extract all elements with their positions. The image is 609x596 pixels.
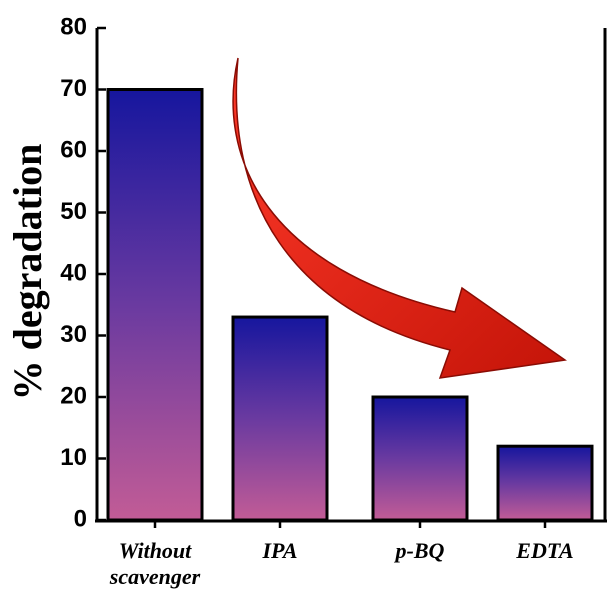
y-tick-label: 20	[60, 382, 87, 409]
y-tick-label: 60	[60, 136, 87, 163]
y-tick-label: 0	[74, 505, 87, 532]
y-tick-label: 80	[60, 13, 87, 40]
x-tick-label: Without scavenger	[109, 538, 201, 589]
y-tick-label: 10	[60, 444, 87, 471]
x-tick-label: EDTA	[516, 538, 574, 563]
trend-arrow	[232, 57, 567, 379]
bar	[371, 395, 469, 522]
bar	[231, 315, 329, 522]
bar	[106, 88, 204, 522]
y-tick-label: 50	[60, 198, 87, 225]
y-tick-label: 70	[60, 75, 87, 102]
x-tick-label: p-BQ	[395, 538, 445, 563]
y-tick-label: 40	[60, 259, 87, 286]
y-tick-label: 30	[60, 321, 87, 348]
bar	[496, 444, 594, 522]
x-tick-label: IPA	[262, 538, 298, 563]
y-axis-title: % degradation	[5, 144, 50, 401]
